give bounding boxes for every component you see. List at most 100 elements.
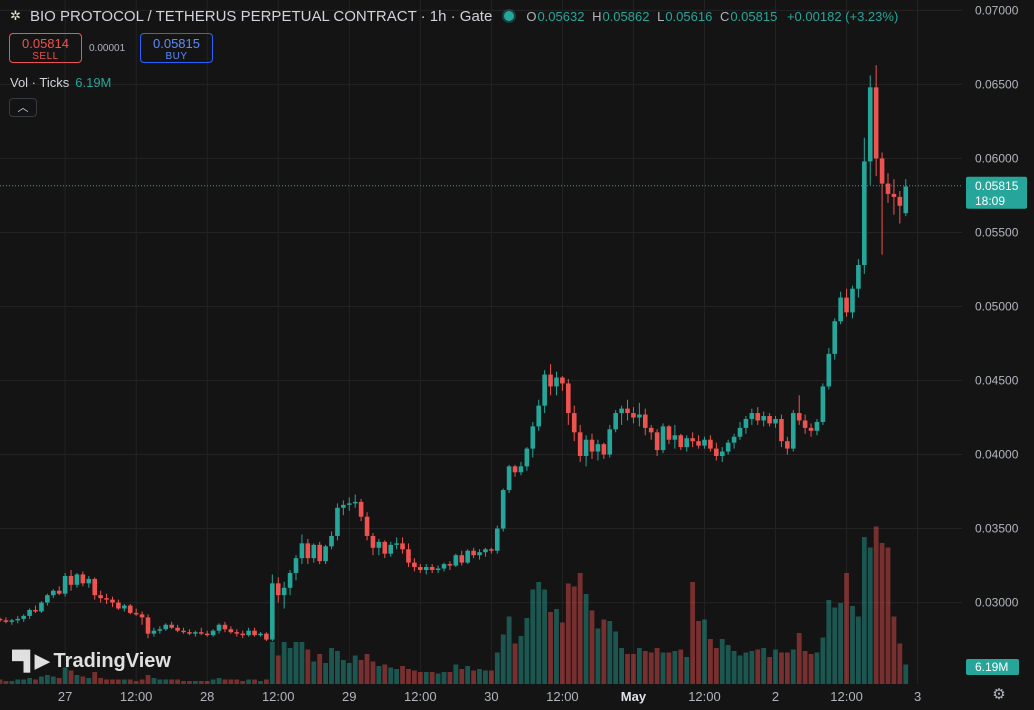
candle <box>702 436 707 449</box>
volume-bar <box>808 654 814 684</box>
candle-body <box>187 632 192 634</box>
candle-body <box>867 87 873 162</box>
candle <box>619 405 624 425</box>
candle <box>690 432 695 448</box>
time-tick-label: 12:00 <box>404 689 437 704</box>
candle <box>116 599 121 610</box>
candle <box>329 531 334 550</box>
candle-body <box>862 161 867 266</box>
candle-body <box>317 544 322 562</box>
candle <box>287 570 293 596</box>
volume-bar <box>654 648 660 684</box>
price-tick-label: 0.07000 <box>975 3 1019 17</box>
tradingview-watermark[interactable]: ▀▌▶ TradingView <box>12 650 171 673</box>
candle-body <box>56 590 62 594</box>
price-tick-label: 0.06500 <box>975 77 1019 91</box>
candle-body <box>270 583 275 640</box>
candle <box>412 558 417 572</box>
last-price-label-bg <box>966 176 1027 209</box>
gear-icon[interactable]: ⚙ <box>992 686 1006 703</box>
time-tick-label: 3 <box>914 689 921 704</box>
volume-bar <box>311 661 317 684</box>
candle-body <box>74 574 80 585</box>
candle-body <box>50 590 56 596</box>
candle <box>370 532 376 556</box>
volume-bar <box>252 679 257 684</box>
candle-body <box>702 439 707 446</box>
volume-bar <box>648 652 654 684</box>
price-axis[interactable]: 0.07000 0.06500 0.06000 0.05500 0.05000 0.045… <box>975 3 1019 609</box>
candle-body <box>512 466 518 473</box>
candle <box>293 555 299 581</box>
candle-body <box>453 555 459 566</box>
symbol-title[interactable]: BIO PROTOCOL / TETHERUS PERPETUAL CONTRA… <box>30 7 493 25</box>
candle-body <box>477 552 482 556</box>
volume-bar <box>400 666 405 684</box>
candle-body <box>418 567 423 570</box>
collapse-legend-button[interactable]: ︿ <box>9 98 37 117</box>
buy-button[interactable]: 0.05815 BUY <box>140 33 213 63</box>
candle-body <box>648 427 654 433</box>
candle-body <box>193 632 198 634</box>
volume-legend[interactable]: Vol · Ticks 6.19M <box>10 75 111 90</box>
candle-body <box>530 426 536 449</box>
candle <box>139 611 145 625</box>
candle-body <box>412 562 417 568</box>
volume-bar <box>636 648 642 684</box>
candle-body <box>388 544 394 554</box>
candle <box>80 571 86 587</box>
candle-body <box>571 413 577 433</box>
candle-body <box>471 550 476 556</box>
candle-body <box>625 408 630 414</box>
candle-body <box>660 426 666 451</box>
candle-body <box>358 501 364 517</box>
volume-bar <box>477 669 482 684</box>
candle-body <box>548 374 553 387</box>
candle <box>39 601 44 613</box>
volume-bar <box>471 670 476 684</box>
volume-bar <box>441 672 447 684</box>
candle <box>666 424 672 445</box>
volume-bar <box>560 622 565 684</box>
candle-body <box>678 435 684 448</box>
candle <box>536 399 542 431</box>
volume-bar <box>299 642 305 684</box>
candle <box>163 623 169 631</box>
candle-body <box>181 630 186 633</box>
candle-body <box>465 550 470 563</box>
candle-body <box>210 630 216 636</box>
price-tick-label: 0.03000 <box>975 596 1019 610</box>
candle-body <box>542 374 547 406</box>
candle-body <box>169 624 174 628</box>
candle <box>216 623 222 634</box>
candle <box>157 626 163 634</box>
candle-body <box>506 466 512 491</box>
candle-body <box>820 386 826 422</box>
candle-body <box>654 432 660 451</box>
candle <box>317 541 322 565</box>
candle <box>749 408 755 425</box>
candle <box>737 421 743 440</box>
candle <box>796 395 802 425</box>
candle <box>406 543 411 568</box>
candle <box>790 410 796 452</box>
time-tick-label: 30 <box>484 689 498 704</box>
candle <box>637 402 642 427</box>
candle-body <box>589 439 595 452</box>
candle-body <box>500 490 506 529</box>
time-axis[interactable]: 27 12:00 28 12:00 29 12:00 30 12:00 May 12:00 2 12:… <box>58 689 921 704</box>
volume-bar <box>684 657 690 684</box>
candle <box>542 370 547 414</box>
buy-label: BUY <box>165 51 188 62</box>
market-status-icon[interactable] <box>504 11 515 21</box>
candle-body <box>370 535 376 548</box>
open-label: O <box>526 8 537 24</box>
last-price-label: 0.05815 18:09 <box>966 176 1027 209</box>
sell-button[interactable]: 0.05814 SELL <box>9 33 82 63</box>
candle-body <box>731 436 737 443</box>
high-label: H <box>592 8 602 24</box>
candle-body <box>216 624 222 631</box>
volume-bar <box>784 652 790 684</box>
candle-body <box>0 618 3 621</box>
